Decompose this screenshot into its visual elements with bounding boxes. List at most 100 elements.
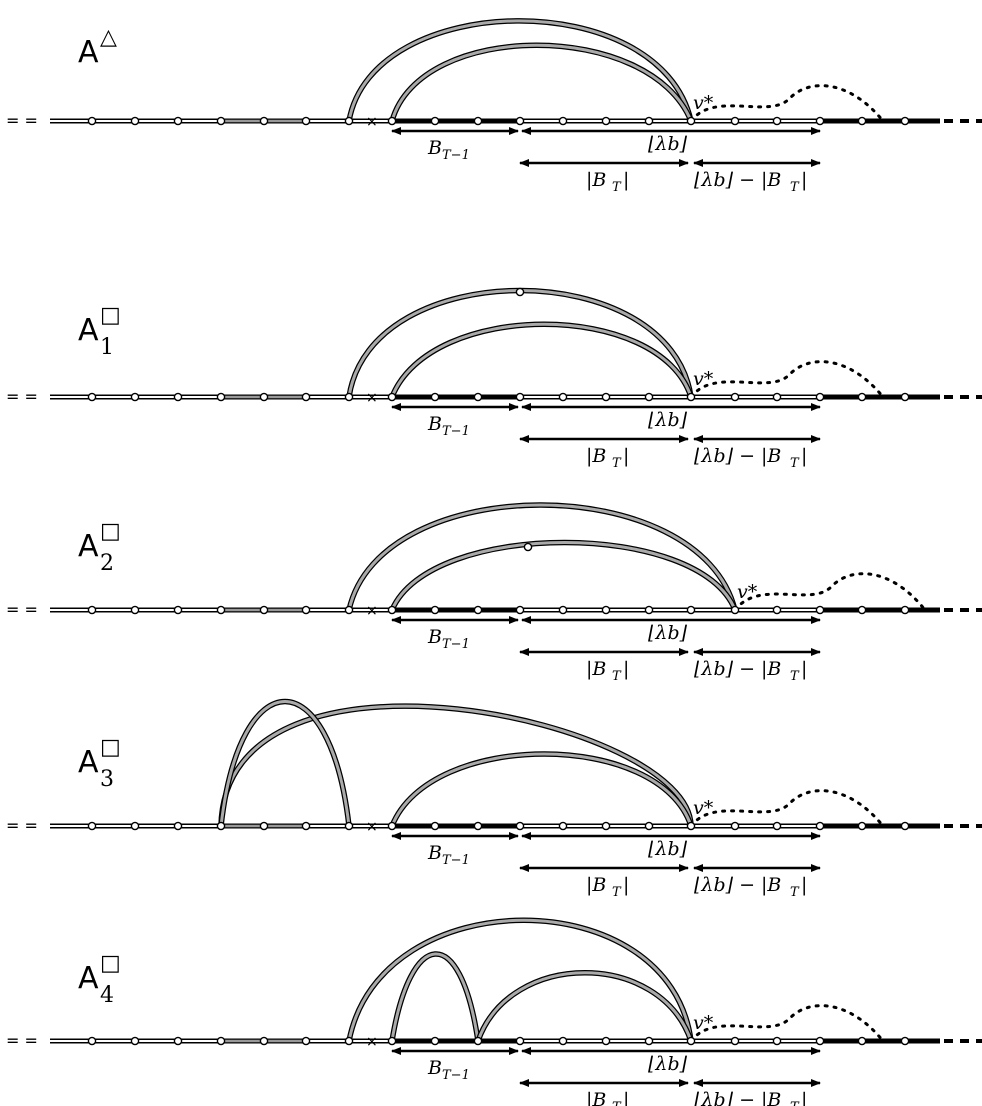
label-abs-b: |B xyxy=(586,445,606,467)
label-diff: ⌊λb⌋ − |B T| xyxy=(694,1089,807,1106)
line-prefix: = = xyxy=(6,387,38,406)
label-diff-main: ⌊λb⌋ − |B xyxy=(694,169,781,191)
arc-edge xyxy=(389,321,694,399)
arc-edge xyxy=(389,539,738,612)
path-node xyxy=(601,116,611,126)
path-node xyxy=(387,392,397,402)
path-node xyxy=(216,605,226,615)
path-node xyxy=(730,116,740,126)
path-node xyxy=(815,605,825,615)
path-node xyxy=(473,821,483,831)
arc-edge xyxy=(389,751,694,828)
label-abs-b: |B xyxy=(586,169,606,191)
label-abs-b-t: |B T| xyxy=(586,658,629,684)
path-node xyxy=(772,116,782,126)
label-diff: ⌊λb⌋ − |B T| xyxy=(694,445,807,471)
label-floor-lambda-b: ⌊λb⌋ xyxy=(648,409,688,431)
dotted-path xyxy=(689,1004,885,1043)
vstar-label: v* xyxy=(693,92,714,114)
dotted-path xyxy=(689,360,885,399)
path-node xyxy=(344,821,354,831)
panel-title-sup: △ xyxy=(100,25,117,50)
label-b-t-minus-1: B T−1 xyxy=(427,626,470,652)
path-node xyxy=(558,392,568,402)
panel-square4: A□4= =×v*BT−1⌊λb⌋|BT|⌊λb⌋ − |BT| xyxy=(6,917,982,1106)
label-abs-b-sub: T xyxy=(612,1100,622,1106)
label-diff-sub: T xyxy=(790,1100,800,1106)
path-node xyxy=(558,821,568,831)
cross-mark: × xyxy=(366,603,378,619)
panel-title-sub: 3 xyxy=(100,767,114,792)
arc-node xyxy=(523,542,533,552)
line-prefix: = = xyxy=(6,1031,38,1050)
path-node xyxy=(644,605,654,615)
label-diff-sub: T xyxy=(790,180,800,195)
path-node xyxy=(473,392,483,402)
label-b-t-minus-1: B T−1 xyxy=(427,1057,470,1083)
cross-mark: × xyxy=(366,819,378,835)
path-node xyxy=(430,605,440,615)
path-node xyxy=(900,1036,910,1046)
path-node xyxy=(730,1036,740,1046)
panel-title-sub: 4 xyxy=(100,983,114,1008)
path-node xyxy=(857,392,867,402)
cross-mark: × xyxy=(366,114,378,130)
path-node xyxy=(130,605,140,615)
vstar-label: v* xyxy=(693,797,714,819)
path-node xyxy=(815,821,825,831)
path-node xyxy=(730,605,740,615)
label-diff-main: ⌊λb⌋ − |B xyxy=(694,658,781,680)
dotted-path xyxy=(733,572,927,612)
path-node xyxy=(730,821,740,831)
path-node xyxy=(644,116,654,126)
panel-title-sup: □ xyxy=(100,951,121,976)
path-node xyxy=(87,116,97,126)
arc-node xyxy=(515,287,525,297)
arc-edge xyxy=(346,917,694,1042)
path-node xyxy=(558,605,568,615)
label-diff-sub: T xyxy=(790,456,800,471)
path-node xyxy=(686,116,696,126)
path-node xyxy=(87,605,97,615)
label-diff-sub: T xyxy=(790,669,800,684)
path-node xyxy=(344,116,354,126)
path-node xyxy=(301,392,311,402)
label-abs-b-t: |B T| xyxy=(586,445,629,471)
path-node xyxy=(857,605,867,615)
path-node xyxy=(515,1036,525,1046)
path-node xyxy=(815,1036,825,1046)
label-diff-close: | xyxy=(801,169,807,191)
path-node xyxy=(344,605,354,615)
line-prefix: = = xyxy=(6,600,38,619)
path-node xyxy=(259,392,269,402)
path-node xyxy=(301,1036,311,1046)
label-diff-main: ⌊λb⌋ − |B xyxy=(694,445,781,467)
path-node xyxy=(216,116,226,126)
path-node xyxy=(601,1036,611,1046)
label-abs-b-t: |B T| xyxy=(586,1089,629,1106)
dotted-path xyxy=(689,789,885,828)
label-abs-b: |B xyxy=(586,874,606,896)
path-node xyxy=(815,116,825,126)
arc-edge xyxy=(346,18,694,122)
panel-title: A xyxy=(78,745,99,780)
path-node xyxy=(601,605,611,615)
panel-title: A xyxy=(78,961,99,996)
path-node xyxy=(387,605,397,615)
path-node xyxy=(430,392,440,402)
arc-edge xyxy=(346,502,738,611)
label-abs-b-t: |B T| xyxy=(586,169,629,195)
path-node xyxy=(515,392,525,402)
panel-title: A xyxy=(78,313,99,348)
panel-title-sup: □ xyxy=(100,303,121,328)
path-node xyxy=(515,821,525,831)
label-b-sub: T−1 xyxy=(442,853,470,868)
label-b-sub: T−1 xyxy=(442,1068,470,1083)
path-node xyxy=(857,821,867,831)
label-abs-b-t: |B T| xyxy=(586,874,629,900)
path-node xyxy=(173,605,183,615)
label-b-sub: T−1 xyxy=(442,424,470,439)
path-node xyxy=(216,392,226,402)
